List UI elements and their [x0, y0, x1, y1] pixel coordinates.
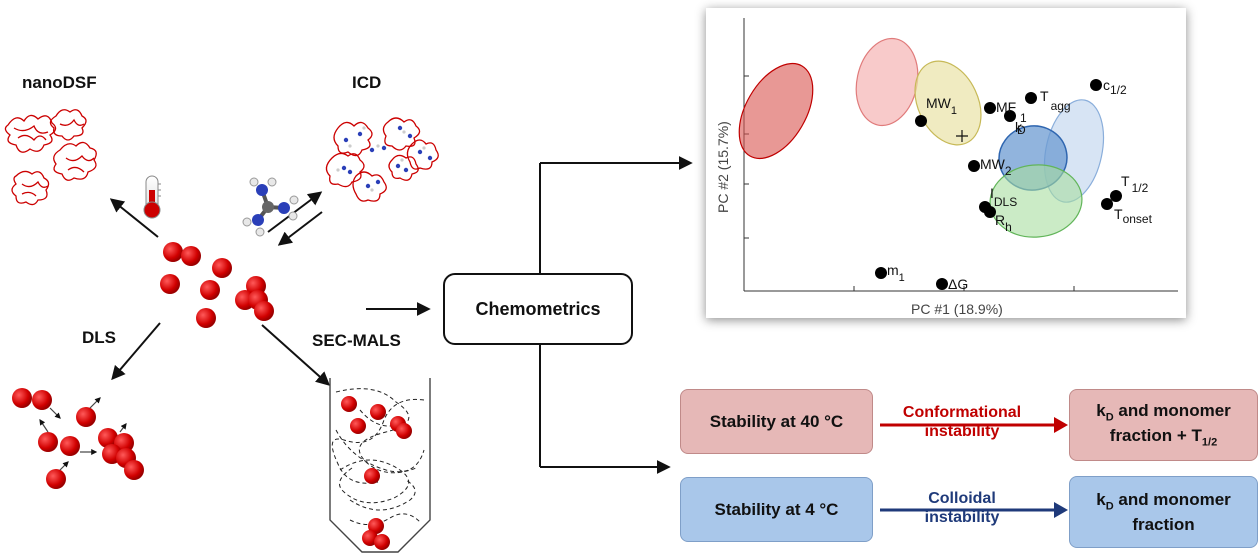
- kd-monomer-line1-40c: kD and monomer: [1096, 400, 1231, 424]
- icd-label: ICD: [352, 73, 382, 92]
- pca-ylabel: PC #2 (15.7%): [715, 121, 731, 213]
- colloidal-arrow: [880, 502, 1068, 518]
- cluster-ellipse-light-red: [855, 37, 919, 127]
- pca-xlabel: PC #1 (18.9%): [911, 301, 1003, 317]
- stability-4c-label: Stability at 4 °C: [714, 499, 839, 519]
- label-t12: T 1/2: [1121, 173, 1149, 195]
- kd-monomer-line2-4c: fraction: [1132, 514, 1195, 534]
- point-mf: [984, 102, 996, 114]
- label-tonset: Tonset: [1114, 206, 1153, 226]
- point-deltag: [936, 278, 948, 290]
- icd-protein-complex-icon: [325, 117, 439, 202]
- colloidal-instability-label: Colloidal instability: [882, 489, 1042, 527]
- chemometrics-label: Chemometrics: [475, 298, 601, 319]
- arrow-to-nanodsf: [109, 198, 159, 238]
- label-k1: k1: [1015, 111, 1027, 135]
- central-particles: [160, 242, 274, 328]
- label-mw2: MW2: [980, 156, 1012, 178]
- point-mw2: [968, 160, 980, 172]
- protein-structure-icon: [4, 109, 97, 206]
- stability-40c-box: Stability at 40 °C: [680, 389, 873, 454]
- secmals-label: SEC-MALS: [312, 331, 401, 350]
- kd-monomer-t12-box: kD and monomer fraction + T1/2: [1069, 389, 1258, 461]
- conformational-line1: Conformational: [902, 404, 1022, 421]
- point-rh: [984, 206, 996, 218]
- label-deltag: ΔG: [948, 276, 968, 292]
- point-c12: [1090, 79, 1102, 91]
- dls-label: DLS: [82, 328, 116, 347]
- left-illustration: [4, 109, 693, 553]
- label-mf: MF: [996, 99, 1016, 115]
- cluster-ellipse-dark-red: [738, 62, 814, 160]
- arrow-from-icd: [277, 211, 323, 246]
- label-mw1: MW1: [926, 95, 957, 117]
- thermometer-icon: [143, 175, 161, 219]
- dls-particles: [12, 388, 144, 489]
- point-k1: [1004, 110, 1016, 122]
- point-tagg: [1025, 92, 1037, 104]
- kd-monomer-line1-4c: kD and monomer: [1096, 489, 1231, 513]
- point-tonset: [1101, 198, 1113, 210]
- point-m1: [875, 267, 887, 279]
- conformational-instability-label: Conformational instability: [882, 403, 1042, 441]
- label-c12: c1/2: [1103, 77, 1127, 97]
- label-m1: m1: [887, 262, 905, 284]
- conformational-line2: instability: [924, 423, 1000, 441]
- label-rh: Rh: [995, 212, 1012, 234]
- chemometrics-connectors: [539, 156, 693, 474]
- point-t12: [1110, 190, 1122, 202]
- arrow-to-dls: [111, 322, 161, 381]
- stability-40c-label: Stability at 40 °C: [709, 411, 844, 431]
- kd-monomer-line2-40c: fraction + T1/2: [1109, 426, 1218, 449]
- colloidal-line1: Colloidal: [928, 490, 996, 507]
- guanidinium-molecule-icon: [242, 177, 299, 237]
- sec-column-icon: [329, 378, 431, 553]
- stability-4c-box: Stability at 4 °C: [680, 477, 873, 542]
- nanodsf-label: nanoDSF: [22, 73, 97, 92]
- chemometrics-box: Chemometrics: [443, 273, 633, 345]
- kd-monomer-box: kD and monomer fraction: [1069, 476, 1258, 548]
- label-idls: IDLS: [990, 185, 1017, 209]
- colloidal-line2: instability: [924, 509, 1000, 527]
- conformational-arrow: [880, 417, 1068, 433]
- arrow-to-secmals: [261, 324, 331, 386]
- label-tagg: Tagg: [1040, 88, 1071, 113]
- point-unlabeled: [915, 115, 927, 127]
